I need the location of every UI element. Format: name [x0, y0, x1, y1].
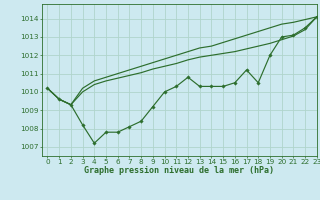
X-axis label: Graphe pression niveau de la mer (hPa): Graphe pression niveau de la mer (hPa) — [84, 166, 274, 175]
